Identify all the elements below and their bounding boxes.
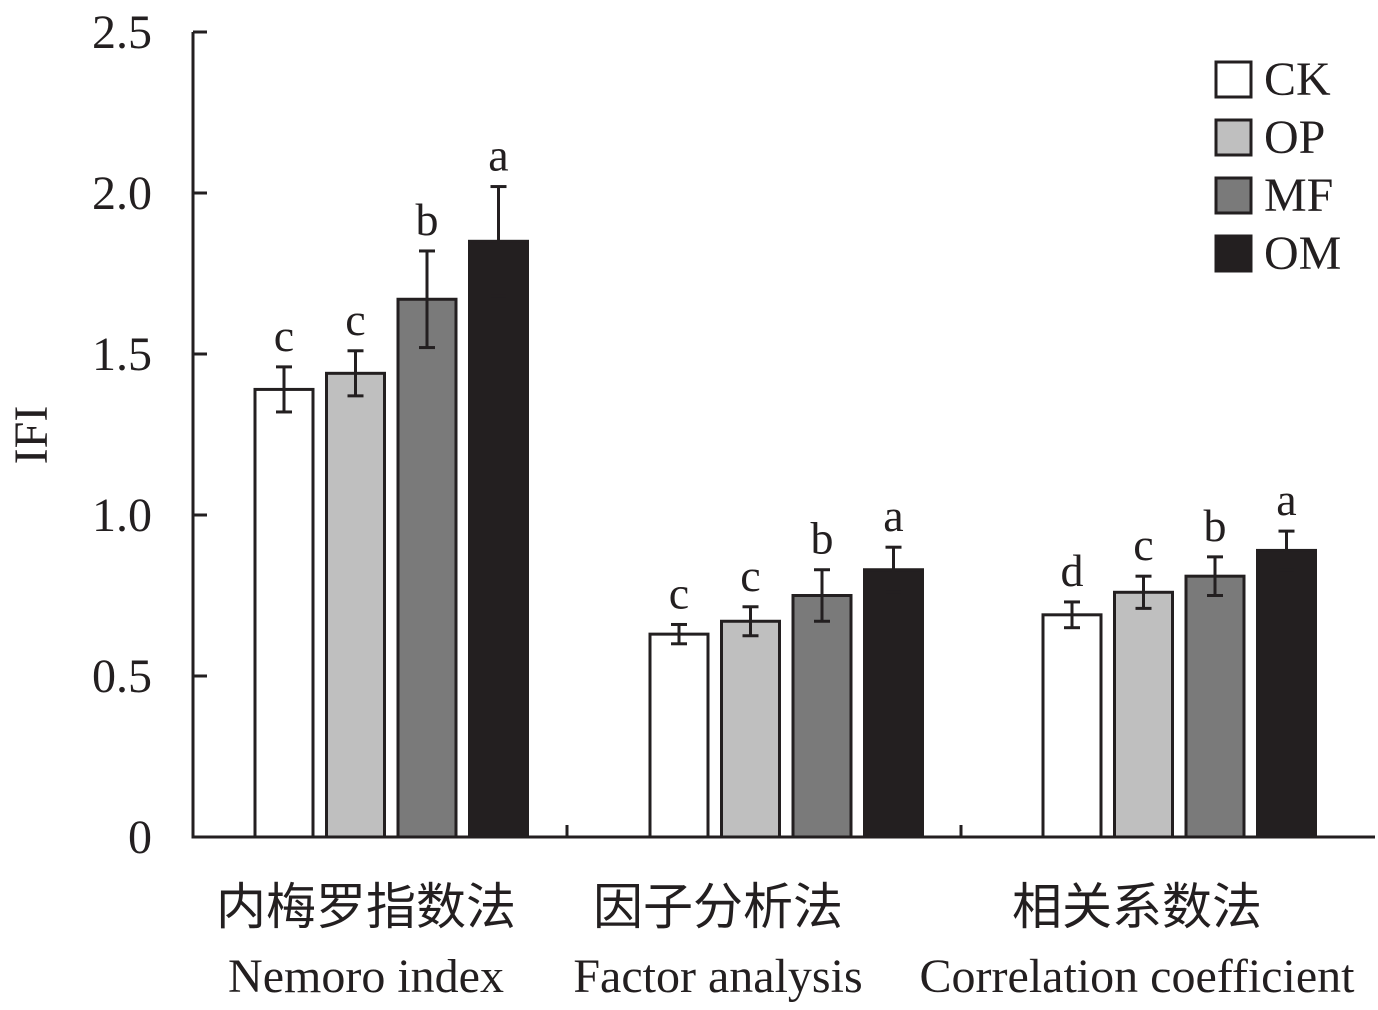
category-label-zh: 因子分析法 [593,878,843,936]
legend-swatch [1214,176,1253,215]
bar [396,297,458,839]
legend-label: MF [1264,169,1333,222]
y-tick-label: 2.0 [92,167,152,220]
category-labels: 内梅罗指数法 Nemoro index 因子分析法 Factor analysis 相关… [216,878,1355,1003]
bar [1113,590,1174,839]
legend-label: CK [1264,53,1331,106]
legend-label: OM [1264,227,1341,280]
axes [191,32,1375,839]
significance-label: b [1204,500,1227,551]
bar [720,619,781,839]
category-label-en: Correlation coefficient [920,950,1356,1003]
legend-swatch [1214,234,1253,273]
significance-label: a [883,490,903,541]
category-label-en: Nemoro index [228,950,504,1003]
significance-label: a [1276,474,1296,525]
bar [648,632,710,839]
y-tick-label: 2.5 [92,6,152,59]
significance-label: a [488,130,508,181]
bar [325,371,386,839]
significance-label: d [1061,545,1084,596]
significance-label: c [274,310,294,361]
bar [791,594,853,839]
significance-label: c [740,550,760,601]
bar [1184,574,1246,839]
y-ticks: 0 0.5 1.0 1.5 2.0 2.5 [92,6,207,864]
y-tick-label: 1.0 [92,489,152,542]
significance-label: c [669,567,689,618]
category-label-zh: 相关系数法 [1012,878,1262,936]
bar [468,239,529,839]
significance-label: c [1133,519,1153,570]
significance-label: c [345,294,365,345]
bar [1256,548,1317,839]
y-tick-label: 1.5 [92,328,152,381]
significance-label: b [811,513,834,564]
category-label-en: Factor analysis [573,950,862,1003]
bar [863,568,924,839]
y-axis-label: IFI [5,406,58,465]
y-tick-label: 0.5 [92,650,152,703]
legend-swatch [1214,60,1253,99]
bar [253,387,315,839]
y-tick-label: 0 [128,811,152,864]
category-label-zh: 内梅罗指数法 [216,878,516,936]
significance-label: b [416,194,439,245]
legend-label: OP [1264,111,1325,164]
legend-swatch [1214,118,1253,157]
bar [1041,613,1103,839]
